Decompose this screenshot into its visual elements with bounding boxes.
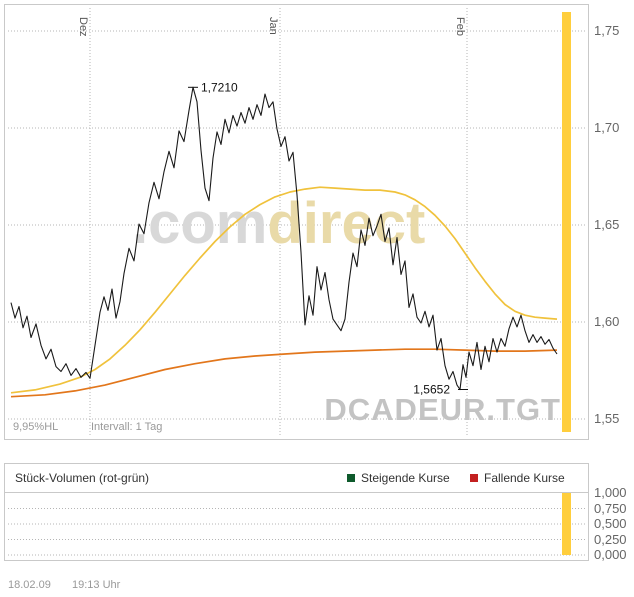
- legend-rising-label: Steigende Kurse: [361, 471, 450, 485]
- price-chart-canvas: Dez Jan Feb .comdirect DCADEUR.TGT 1,7210 1,56…: [8, 8, 585, 436]
- legend-falling-label: Fallende Kurse: [484, 471, 565, 485]
- volume-chart-canvas: [8, 493, 585, 556]
- volume-panel: Stück-Volumen (rot-grün) Steigende Kurse…: [4, 463, 589, 561]
- price-series: [10, 86, 558, 391]
- symbol-watermark: DCADEUR.TGT: [324, 392, 561, 427]
- month-label: Jan: [267, 17, 279, 35]
- volume-title: Stück-Volumen (rot-grün): [15, 471, 150, 485]
- interval-label: Intervall: 1 Tag: [91, 421, 163, 433]
- low-annotation-label: 1,5652: [413, 383, 450, 397]
- ma_orange-series: [10, 348, 558, 398]
- rising-prices-swatch-icon: [347, 474, 355, 482]
- volume-axis-tick-label: 1,000: [594, 485, 627, 500]
- falling-prices-swatch-icon: [470, 474, 478, 482]
- current-period-highlight-bar: [562, 12, 571, 432]
- footer-time: 19:13 Uhr: [72, 579, 121, 591]
- legend-falling-prices: Fallende Kurse: [470, 464, 565, 492]
- range-percent-label: 9,95%HL: [13, 421, 59, 433]
- comdirect-watermark: .comdirect: [132, 191, 425, 256]
- legend-rising-prices: Steigende Kurse: [347, 464, 450, 492]
- high-annotation-label: 1,7210: [201, 80, 238, 94]
- volume-axis-tick-label: 0,000: [594, 547, 627, 562]
- price-axis-tick-label: 1,70: [594, 120, 620, 135]
- price-axis-tick-label: 1,75: [594, 23, 620, 38]
- volume-axis-tick-label: 0,500: [594, 516, 627, 531]
- month-label: Dez: [77, 17, 89, 37]
- price-axis-tick-label: 1,55: [594, 411, 620, 426]
- month-label: Feb: [454, 17, 466, 36]
- volume-header: Stück-Volumen (rot-grün) Steigende Kurse…: [5, 464, 588, 493]
- footer-date: 18.02.09: [8, 579, 51, 591]
- ma_yellow-series: [10, 186, 558, 394]
- price-axis-tick-label: 1,65: [594, 217, 620, 232]
- price-chart-panel: Dez Jan Feb .comdirect DCADEUR.TGT 1,7210 1,56…: [4, 4, 589, 440]
- volume-axis-tick-label: 0,250: [594, 531, 627, 547]
- price-axis-tick-label: 1,60: [594, 314, 620, 329]
- current-period-highlight-bar: [562, 493, 571, 555]
- volume-axis-tick-label: 0,750: [594, 500, 627, 516]
